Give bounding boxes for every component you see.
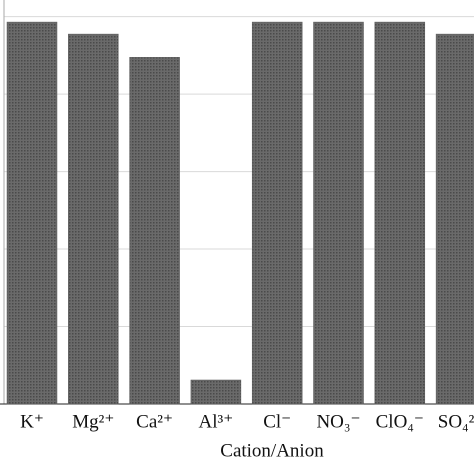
x-tick-label: Mg²⁺	[72, 411, 114, 432]
bar	[374, 21, 426, 405]
bar	[6, 21, 58, 405]
x-tick-label: ClO₄⁻	[376, 411, 424, 432]
x-tick-label: K⁺	[20, 411, 44, 432]
bar	[435, 33, 474, 405]
bar	[129, 57, 180, 405]
x-tick-label: Ca²⁺	[136, 411, 173, 432]
bar	[68, 33, 119, 405]
x-tick-label: Cl⁻	[263, 411, 291, 432]
x-tick-label: SO₄²⁻	[438, 411, 474, 432]
bar	[313, 21, 364, 405]
x-tick-label: Al³⁺	[199, 411, 234, 432]
bar	[251, 21, 303, 405]
x-axis-label: Cation/Anion	[220, 440, 324, 461]
bar	[190, 379, 242, 405]
x-tick-label: NO₃⁻	[316, 411, 360, 432]
